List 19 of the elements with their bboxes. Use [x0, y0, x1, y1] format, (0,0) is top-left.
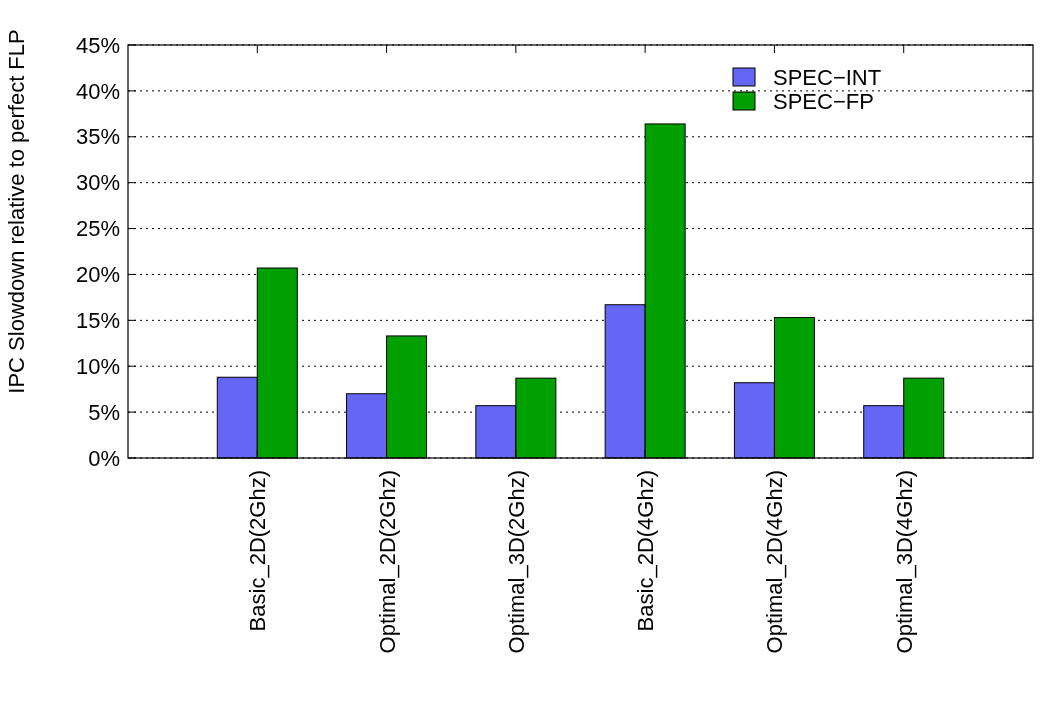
- x-tick-label: Basic_2D(4Ghz): [633, 470, 659, 632]
- y-tick-label: 5%: [88, 399, 120, 425]
- y-tick-label: 45%: [75, 32, 120, 58]
- x-tick-label: Optimal_3D(4Ghz): [891, 470, 917, 654]
- x-tick-label: Optimal_3D(2Ghz): [503, 470, 529, 654]
- x-tick-label: Basic_2D(2Ghz): [245, 470, 271, 632]
- y-tick-label: 15%: [75, 308, 120, 334]
- legend-label: SPEC−FP: [773, 88, 874, 114]
- y-axis-title: IPC Slowdown relative to perfect FLP: [4, 29, 29, 394]
- y-tick-label: 40%: [75, 78, 120, 104]
- legend-label: SPEC−INT: [773, 64, 882, 90]
- y-tick-label: 20%: [75, 262, 120, 288]
- x-tick-label: Optimal_2D(4Ghz): [762, 470, 788, 654]
- x-tick-label: Optimal_2D(2Ghz): [374, 470, 400, 654]
- y-tick-label: 10%: [75, 353, 120, 379]
- y-tick-label: 25%: [75, 216, 120, 242]
- y-tick-label: 35%: [75, 124, 120, 150]
- y-tick-label: 30%: [75, 170, 120, 196]
- y-tick-label: 0%: [88, 445, 120, 471]
